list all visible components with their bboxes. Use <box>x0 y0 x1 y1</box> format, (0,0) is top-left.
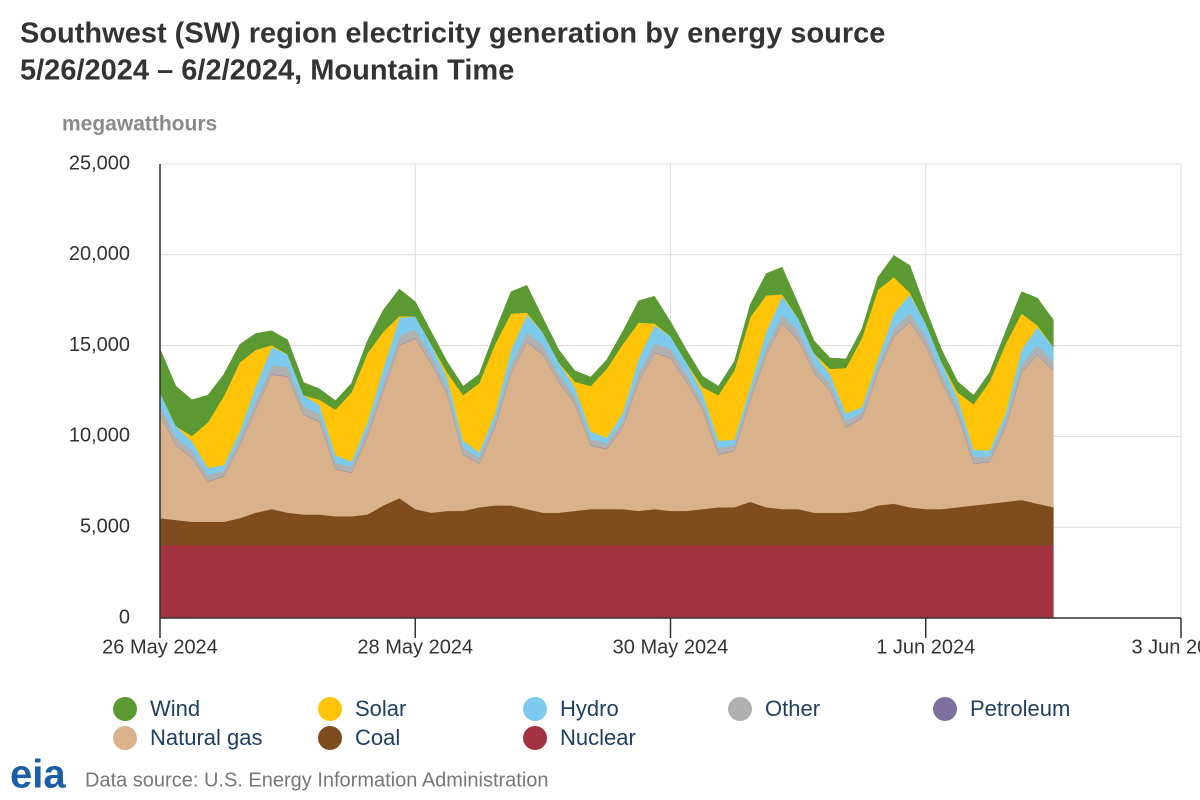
y-tick-label: 10,000 <box>69 425 130 447</box>
y-tick-label: 15,000 <box>69 334 130 356</box>
legend-label: Coal <box>355 725 400 750</box>
x-tick-label: 30 May 2024 <box>613 636 729 658</box>
x-tick-label: 3 Jun 2024 <box>1132 636 1200 658</box>
x-tick-label: 28 May 2024 <box>357 636 473 658</box>
x-tick-label: 26 May 2024 <box>102 636 218 658</box>
source-note: Data source: U.S. Energy Information Adm… <box>85 769 549 791</box>
legend-label: Hydro <box>560 696 619 721</box>
legend-swatch <box>933 697 957 721</box>
legend-swatch <box>728 697 752 721</box>
legend-swatch <box>523 697 547 721</box>
legend-label: Nuclear <box>560 725 636 750</box>
legend-swatch <box>318 697 342 721</box>
y-tick-label: 20,000 <box>69 243 130 265</box>
y-tick-label: 5,000 <box>80 515 130 537</box>
legend-swatch <box>113 726 137 750</box>
x-tick-label: 1 Jun 2024 <box>876 636 975 658</box>
area <box>159 545 1054 619</box>
legend-label: Petroleum <box>970 696 1070 721</box>
area <box>159 255 1054 437</box>
y-axis-label: megawatthours <box>62 113 217 136</box>
legend-label: Solar <box>355 696 406 721</box>
chart-subtitle: 5/26/2024 – 6/2/2024, Mountain Time <box>20 55 514 87</box>
y-tick-label: 0 <box>119 606 130 628</box>
chart-title: Southwest (SW) region electricity genera… <box>20 18 885 50</box>
legend-label: Natural gas <box>150 725 263 750</box>
y-tick-label: 25,000 <box>69 152 130 174</box>
logo: eia <box>10 753 66 797</box>
legend-label: Other <box>765 696 820 721</box>
legend-swatch <box>318 726 342 750</box>
legend-swatch <box>113 697 137 721</box>
legend-label: Wind <box>150 696 200 721</box>
legend-swatch <box>523 726 547 750</box>
